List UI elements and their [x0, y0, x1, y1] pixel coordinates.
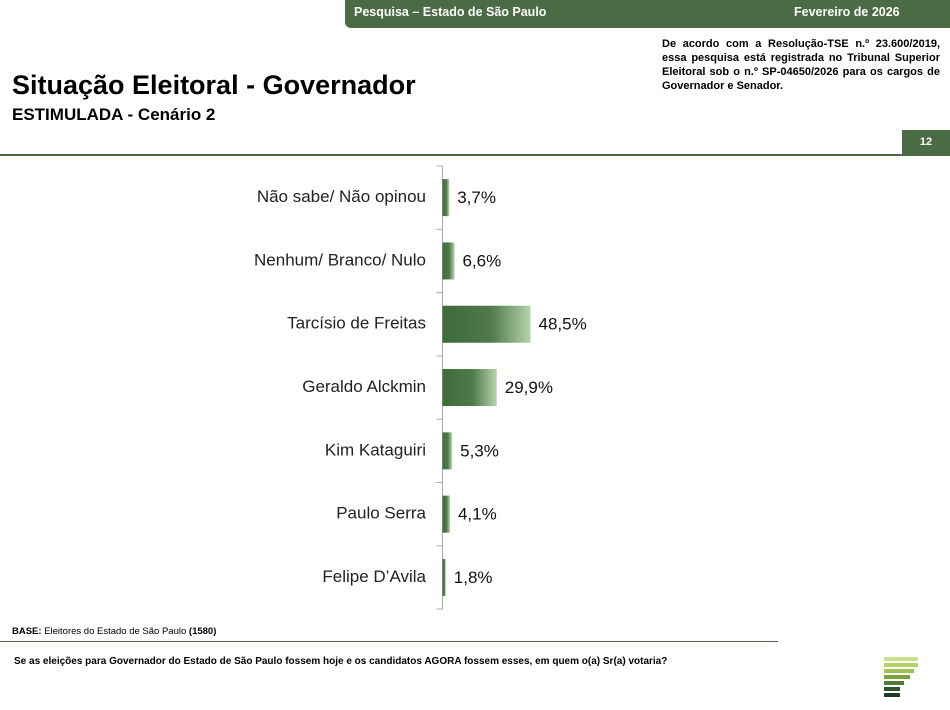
- category-label: Felipe D’Avila: [322, 567, 426, 586]
- category-label: Kim Kataguiri: [325, 440, 426, 459]
- bar: [442, 369, 497, 407]
- base-label: BASE:: [12, 626, 42, 637]
- bar: [442, 432, 453, 470]
- survey-name: Pesquisa – Estado de São Paulo: [354, 5, 547, 19]
- value-label: 1,8%: [454, 568, 493, 587]
- category-label: Tarcísio de Freitas: [287, 314, 426, 333]
- value-label: 29,9%: [505, 378, 553, 397]
- base-text: Eleitores do Estado de São Paulo: [44, 626, 187, 637]
- category-label: Paulo Serra: [336, 504, 426, 523]
- value-label: 6,6%: [462, 251, 501, 270]
- survey-date: Fevereiro de 2026: [794, 5, 900, 19]
- category-label: Não sabe/ Não opinou: [257, 187, 426, 206]
- footer-rule: [0, 641, 778, 642]
- chart: Não sabe/ Não opinou 3,7% Nenhum/ Branco/ …: [254, 165, 587, 610]
- logo: [884, 657, 918, 697]
- question: Se as eleições para Governador do Estado…: [14, 656, 668, 667]
- chart-title: Situação Eleitoral - Governador: [12, 70, 416, 100]
- chart-subtitle: ESTIMULADA - Cenário 2: [12, 105, 216, 124]
- page-number: 12: [902, 130, 950, 155]
- value-label: 3,7%: [457, 188, 496, 207]
- header-banner: Pesquisa – Estado de São Paulo Fevereiro…: [345, 0, 950, 28]
- category-label: Nenhum/ Branco/ Nulo: [254, 250, 426, 269]
- bar: [442, 305, 531, 343]
- registration-note: De acordo com a Resolução-TSE n.º 23.600…: [662, 38, 940, 92]
- bar: [442, 179, 450, 217]
- header-rule: [0, 154, 950, 156]
- bar: [442, 495, 450, 533]
- base-count: (1580): [188, 626, 217, 637]
- base-note: BASE: Eleitores do Estado de São Paulo (…: [12, 626, 216, 637]
- value-label: 5,3%: [460, 441, 499, 460]
- value-label: 48,5%: [539, 315, 587, 334]
- bar: [442, 242, 455, 280]
- value-label: 4,1%: [458, 505, 497, 524]
- category-label: Geraldo Alckmin: [302, 377, 426, 396]
- bar: [442, 558, 446, 596]
